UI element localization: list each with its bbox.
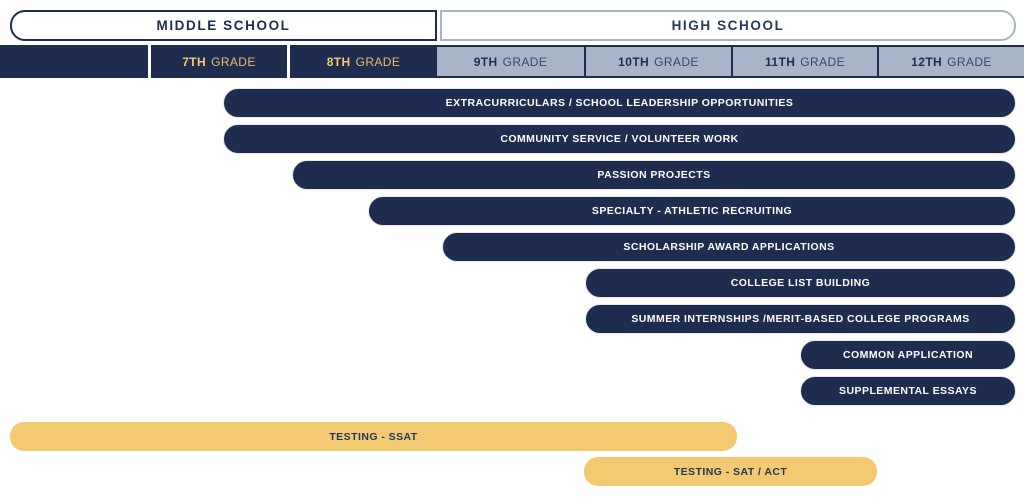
timeline-bar-testing-sat-act: TESTING - SAT / ACT	[584, 457, 877, 486]
grade-word: GRADE	[654, 54, 699, 69]
grade-number: 10TH	[618, 54, 650, 69]
grade-cell-12th: 12TH GRADE	[877, 45, 1024, 78]
bar-label: PASSION PROJECTS	[597, 169, 711, 181]
grade-number: 8TH	[326, 54, 351, 69]
grade-cell-7th: 7TH GRADE	[151, 45, 287, 78]
grade-word: GRADE	[502, 54, 548, 69]
grade-cell-11th: 11TH GRADE	[731, 45, 877, 78]
timeline-bar-community-service: COMMUNITY SERVICE / VOLUNTEER WORK	[223, 124, 1016, 154]
bar-label: EXTRACURRICULARS / SCHOOL LEADERSHIP OPP…	[445, 97, 794, 109]
grade-cell-10th: 10TH GRADE	[584, 45, 731, 78]
grade-word: GRADE	[211, 54, 256, 69]
grade-word: GRADE	[355, 54, 401, 69]
grade-number: 12TH	[911, 54, 943, 69]
grade-cell-empty	[0, 45, 148, 78]
grade-word: GRADE	[947, 54, 992, 69]
timeline-bar-supplemental-essays: SUPPLEMENTAL ESSAYS	[800, 376, 1016, 406]
bar-label: COMMUNITY SERVICE / VOLUNTEER WORK	[500, 133, 739, 145]
high-school-header-label: HIGH SCHOOL	[671, 18, 785, 33]
middle-school-header-label: MIDDLE SCHOOL	[156, 18, 291, 33]
timeline-bar-scholarship-awards: SCHOLARSHIP AWARD APPLICATIONS	[442, 232, 1016, 262]
bar-label: SUPPLEMENTAL ESSAYS	[839, 385, 977, 397]
timeline-bar-athletic-recruiting: SPECIALTY - ATHLETIC RECRUITING	[368, 196, 1016, 226]
bar-label: COLLEGE LIST BUILDING	[730, 277, 871, 289]
timeline-bar-testing-ssat: TESTING - SSAT	[10, 422, 737, 451]
bar-label: SPECIALTY - ATHLETIC RECRUITING	[591, 205, 793, 217]
timeline-bar-summer-internships: SUMMER INTERNSHIPS /MERIT-BASED COLLEGE …	[585, 304, 1016, 334]
grade-number: 9TH	[473, 54, 498, 69]
grade-cell-9th: 9TH GRADE	[437, 45, 584, 78]
bar-label: COMMON APPLICATION	[842, 349, 973, 361]
grade-number: 7TH	[182, 54, 207, 69]
middle-school-header: MIDDLE SCHOOL	[10, 10, 437, 41]
high-school-header: HIGH SCHOOL	[440, 10, 1016, 41]
timeline-bar-college-list: COLLEGE LIST BUILDING	[585, 268, 1016, 298]
grade-word: GRADE	[800, 54, 845, 69]
bar-label: TESTING - SSAT	[329, 430, 418, 443]
timeline-bar-extracurriculars: EXTRACURRICULARS / SCHOOL LEADERSHIP OPP…	[223, 88, 1016, 118]
bar-label: TESTING - SAT / ACT	[673, 465, 788, 478]
bar-label: SCHOLARSHIP AWARD APPLICATIONS	[623, 241, 835, 253]
grade-number: 11TH	[765, 54, 796, 69]
grade-cell-8th: 8TH GRADE	[290, 45, 437, 78]
timeline-bar-passion-projects: PASSION PROJECTS	[292, 160, 1016, 190]
bar-label: SUMMER INTERNSHIPS /MERIT-BASED COLLEGE …	[631, 313, 970, 325]
timeline-bar-common-application: COMMON APPLICATION	[800, 340, 1016, 370]
